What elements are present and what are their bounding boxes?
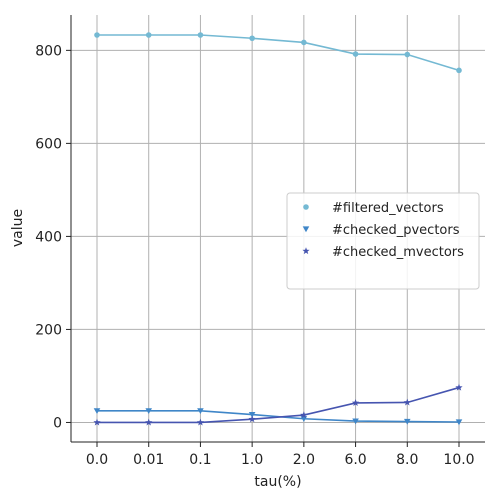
data-point <box>248 411 256 418</box>
legend-items: #filtered_vectors #checked_pvectors #check… <box>302 201 464 260</box>
series-line <box>97 34 460 72</box>
y-tick-label: 800 <box>35 43 62 59</box>
x-tick-label: 0.01 <box>133 452 164 468</box>
data-point <box>456 67 462 74</box>
data-point <box>352 418 359 425</box>
data-point <box>352 51 359 57</box>
y-tick-label: 400 <box>35 229 62 245</box>
data-point <box>93 408 101 415</box>
y-tick-label: 200 <box>35 322 62 338</box>
data-point <box>197 32 204 38</box>
series-lines <box>93 32 463 426</box>
y-axis-label: value <box>10 209 26 247</box>
legend-marker <box>303 204 309 210</box>
data-point <box>351 399 360 406</box>
data-point <box>249 35 255 42</box>
x-axis-label: tau(%) <box>254 474 301 490</box>
y-tick-label: 600 <box>35 136 62 152</box>
legend-marker <box>302 226 310 233</box>
x-tick-label: 6.0 <box>344 452 366 468</box>
legend-label: #checked_mvectors <box>332 245 464 260</box>
data-point <box>300 411 308 419</box>
legend-marker <box>302 247 310 255</box>
y-tick-label: 0 <box>53 415 62 431</box>
data-point <box>145 418 153 426</box>
x-tick-label: 10.0 <box>443 452 474 468</box>
legend-label: #checked_pvectors <box>332 223 460 238</box>
data-point <box>403 418 411 425</box>
legend: #filtered_vectors #checked_pvectors #check… <box>286 192 480 290</box>
data-point <box>94 32 100 38</box>
legend-box <box>286 192 480 290</box>
data-point <box>248 415 256 423</box>
x-tick-label: 0.0 <box>86 452 108 468</box>
x-tick-label: 8.0 <box>396 452 418 468</box>
data-point <box>145 32 152 38</box>
data-point <box>93 418 101 426</box>
data-point <box>196 418 205 426</box>
series-line <box>97 386 460 424</box>
x-tick-label: 2.0 <box>293 452 315 468</box>
x-tick-label: 1.0 <box>241 452 263 468</box>
data-point <box>197 408 204 415</box>
series-2 <box>93 383 463 426</box>
data-point <box>404 51 411 58</box>
axes <box>70 15 485 443</box>
data-point <box>455 383 463 391</box>
data-point <box>455 419 463 426</box>
data-point <box>145 408 153 415</box>
data-point <box>301 39 307 46</box>
legend-label: #filtered_vectors <box>332 201 444 216</box>
ticks: 0.0 0.01 0.1 1.0 2.0 6.0 8.0 10.0 0 200 400 600 800 <box>35 43 474 468</box>
data-point <box>403 398 411 406</box>
x-tick-label: 0.1 <box>189 452 211 468</box>
series-0 <box>94 32 462 74</box>
